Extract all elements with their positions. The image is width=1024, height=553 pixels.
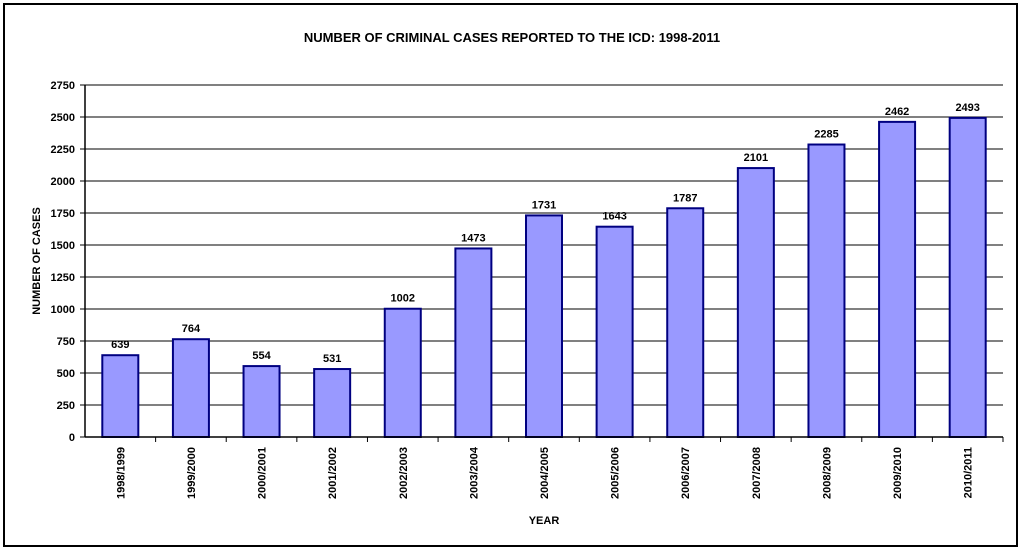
y-tick-label: 0 [69,432,75,444]
data-label: 2285 [814,129,838,141]
bar [807,143,846,439]
y-tick-label: 2000 [51,176,75,188]
data-label: 1473 [461,232,485,244]
bar [595,225,634,438]
bar [171,338,210,439]
x-tick-label: 1998/1999 [115,447,127,499]
bar [878,120,917,438]
bar [242,365,281,439]
data-label: 1643 [602,211,626,223]
bar [101,354,140,439]
data-label: 554 [252,350,271,362]
x-tick-label: 2001/2002 [327,447,339,499]
y-tick-label: 2250 [51,144,75,156]
y-tick-label: 2500 [51,112,75,124]
x-tick-label: 1999/2000 [186,447,198,499]
x-tick-label: 2010/2011 [963,447,975,498]
bar [454,247,493,438]
x-tick-label: 2004/2005 [539,447,551,499]
x-tick-label: 2005/2006 [610,447,622,499]
y-tick-label: 250 [57,400,75,412]
chart-frame [3,3,1018,547]
chart-title: NUMBER OF CRIMINAL CASES REPORTED TO THE… [304,30,720,45]
x-tick-label: 2008/2009 [821,447,833,499]
x-tick-label: 2006/2007 [680,447,692,499]
x-tick-label: 2009/2010 [892,447,904,499]
data-label: 531 [323,353,341,365]
data-label: 1787 [673,192,697,204]
bar [736,167,775,439]
y-tick-label: 1250 [51,272,75,284]
y-tick-label: 750 [57,336,75,348]
data-label: 1731 [532,199,556,211]
x-tick-label: 2002/2003 [398,447,410,499]
y-tick-label: 1000 [51,304,75,316]
data-label: 2101 [744,152,768,164]
data-label: 639 [111,339,129,351]
bar [313,368,352,439]
data-label: 2462 [885,106,909,118]
bar [666,207,705,438]
y-tick-label: 2750 [51,80,75,92]
y-tick-label: 1750 [51,208,75,220]
x-axis-label: YEAR [529,515,560,527]
x-tick-label: 2007/2008 [751,447,763,499]
y-tick-label: 1500 [51,240,75,252]
y-axis-label: NUMBER OF CASES [31,207,43,315]
data-label: 2493 [955,102,979,114]
data-label: 764 [182,323,201,335]
y-tick-label: 500 [57,368,75,380]
x-tick-label: 2000/2001 [257,447,269,499]
bar [525,214,563,438]
bar [383,307,422,438]
data-label: 1002 [391,293,415,305]
x-tick-label: 2003/2004 [468,446,480,499]
bar [948,116,987,439]
